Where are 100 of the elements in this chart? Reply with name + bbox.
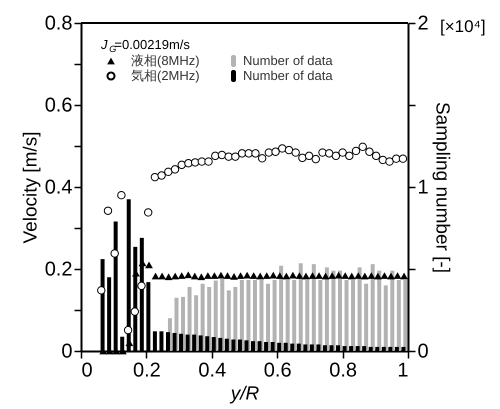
- bar: [396, 280, 401, 351]
- point: [204, 157, 213, 166]
- text: [×10⁴]: [440, 17, 486, 36]
- point: [296, 272, 304, 279]
- point: [157, 171, 166, 180]
- bar: [286, 280, 290, 351]
- point: [392, 154, 400, 163]
- y-axis-title: Velocity [m/s]: [20, 132, 42, 244]
- point: [368, 272, 376, 279]
- bar: [351, 280, 356, 351]
- y-tick-label: 0: [61, 340, 72, 362]
- y2-tick-label: 0: [418, 340, 429, 362]
- point: [308, 272, 316, 279]
- bar: [312, 264, 316, 351]
- y-tick-label: 0.6: [44, 94, 72, 116]
- point: [124, 326, 132, 334]
- bar: [279, 266, 284, 351]
- point: [289, 272, 297, 279]
- point: [324, 149, 334, 158]
- point: [298, 154, 307, 162]
- point: [150, 172, 160, 182]
- bar: [220, 278, 224, 351]
- point: [262, 272, 271, 279]
- point: [158, 272, 166, 280]
- point: [322, 272, 330, 280]
- point: [380, 272, 388, 279]
- point: [282, 272, 290, 280]
- point: [104, 206, 112, 215]
- point: [251, 149, 260, 158]
- point: [345, 152, 354, 160]
- point: [243, 272, 251, 279]
- point: [230, 273, 238, 280]
- point: [190, 158, 200, 167]
- point: [117, 191, 126, 200]
- point: [198, 157, 206, 166]
- point: [358, 142, 367, 152]
- point: [197, 273, 206, 280]
- point: [190, 272, 199, 280]
- point: [178, 272, 186, 279]
- point: [276, 272, 284, 279]
- bar: [252, 280, 257, 351]
- bar: [358, 267, 362, 351]
- point: [304, 152, 314, 160]
- y-tick-label: 0.4: [44, 176, 72, 198]
- bar: [344, 280, 349, 351]
- y2-axis-title: Sampling number [-]: [432, 102, 453, 274]
- bar: [318, 280, 322, 351]
- point: [360, 272, 369, 280]
- point: [210, 272, 218, 279]
- bar: [324, 267, 329, 351]
- point: [130, 307, 139, 316]
- point: [171, 272, 180, 280]
- x-tick-label: 0: [82, 360, 93, 382]
- point: [334, 272, 343, 279]
- point: [365, 148, 374, 156]
- bar: [266, 284, 270, 351]
- point: [170, 165, 180, 174]
- bar: [246, 280, 250, 351]
- x-tick-label: 0.6: [264, 360, 292, 382]
- point: [332, 152, 340, 160]
- point: [278, 144, 286, 153]
- point: [164, 273, 173, 280]
- point: [244, 149, 253, 158]
- bar: [331, 270, 336, 351]
- point: [271, 148, 280, 156]
- point: [394, 272, 402, 279]
- x-tick-label: 0.2: [132, 360, 161, 382]
- bar: [370, 264, 375, 351]
- legend-label: 気相(2MHz): [131, 68, 200, 83]
- point: [385, 157, 394, 166]
- legend-label: Number of data: [243, 68, 334, 83]
- bar: [338, 270, 342, 351]
- point: [302, 272, 310, 280]
- point: [338, 148, 347, 157]
- y-tick-label: 0.2: [44, 258, 72, 280]
- x-tick-label: 0.8: [329, 360, 358, 382]
- point: [256, 272, 264, 280]
- point: [231, 152, 240, 161]
- x-tick-label: 1: [397, 360, 408, 382]
- point: [354, 272, 362, 279]
- point: [145, 262, 153, 268]
- point: [97, 286, 106, 295]
- point: [400, 272, 408, 280]
- point: [387, 272, 395, 280]
- bar: [272, 280, 277, 351]
- bar: [390, 270, 394, 351]
- point: [258, 154, 266, 162]
- point: [374, 272, 382, 280]
- point: [110, 249, 119, 258]
- point: [269, 272, 278, 279]
- point: [328, 272, 336, 279]
- bar: [403, 280, 408, 351]
- point: [178, 160, 186, 170]
- legend-label: Number of data: [243, 53, 334, 68]
- point: [164, 168, 173, 176]
- point: [312, 154, 320, 164]
- point: [378, 156, 388, 164]
- legend-label: 液相(8MHz): [131, 53, 200, 68]
- point: [284, 146, 294, 154]
- bar: [292, 280, 296, 351]
